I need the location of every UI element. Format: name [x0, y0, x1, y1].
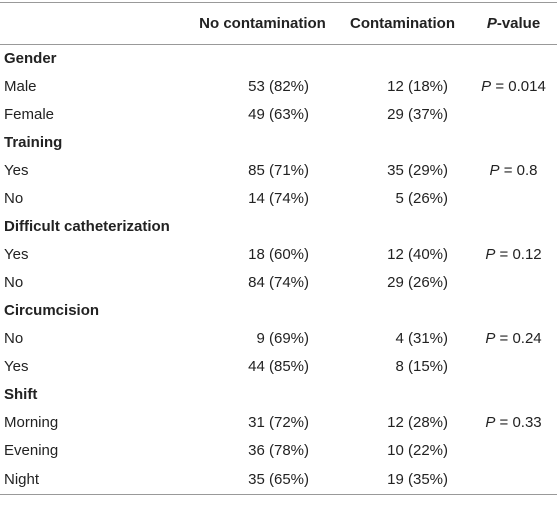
contamination-cell: 35 (29%): [387, 162, 448, 179]
no-contamination-cell: 49 (63%): [248, 106, 309, 123]
contamination-cell: 29 (26%): [387, 274, 448, 291]
column-header: P-value: [486, 15, 541, 32]
p-value-cell: [470, 437, 557, 465]
no-contamination-cell: 84 (74%): [248, 274, 309, 291]
group-row: Training: [0, 129, 557, 157]
group-row: Difficult catheterization: [0, 213, 557, 241]
data-row: No 9 (69%) 4 (31%) P = 0.24: [0, 325, 557, 353]
column-header: Contamination: [350, 15, 455, 32]
row-label: No: [4, 274, 24, 291]
data-row: Female 49 (63%) 29 (37%): [0, 101, 557, 129]
contamination-cell: 12 (18%): [387, 78, 448, 95]
group-row: Circumcision: [0, 297, 557, 325]
contamination-cell: 8 (15%): [395, 358, 448, 375]
row-label: No: [4, 330, 24, 347]
p-value-cell: P = 0.8: [489, 162, 538, 179]
p-value-cell: [470, 465, 557, 495]
row-label: Yes: [4, 162, 29, 179]
no-contamination-cell: 14 (74%): [248, 190, 309, 207]
contamination-cell: 12 (28%): [387, 414, 448, 431]
contamination-cell: 29 (37%): [387, 106, 448, 123]
no-contamination-cell: 44 (85%): [248, 358, 309, 375]
row-label: Yes: [4, 246, 29, 263]
data-row: Night 35 (65%) 19 (35%): [0, 465, 557, 495]
header-row: No contamination Contamination P-value: [0, 2, 557, 45]
contamination-cell: 5 (26%): [395, 190, 448, 207]
group-label: Difficult catheterization: [4, 218, 170, 235]
no-contamination-cell: 31 (72%): [248, 414, 309, 431]
row-label: Night: [4, 470, 40, 488]
group-label: Circumcision: [4, 302, 100, 319]
p-value-cell: P = 0.014: [481, 78, 546, 95]
column-header: No contamination: [199, 15, 326, 32]
group-row: Gender: [0, 45, 557, 73]
no-contamination-cell: 9 (69%): [256, 330, 309, 347]
data-row: Male 53 (82%) 12 (18%) P = 0.014: [0, 73, 557, 101]
data-row: No 14 (74%) 5 (26%): [0, 185, 557, 213]
data-row: Yes 44 (85%) 8 (15%): [0, 353, 557, 381]
row-label: No: [4, 190, 24, 207]
contamination-cell: 4 (31%): [395, 330, 448, 347]
p-value-cell: [470, 353, 557, 381]
table-header: No contamination Contamination P-value: [0, 2, 557, 45]
no-contamination-cell: 53 (82%): [248, 78, 309, 95]
group-row: Shift: [0, 381, 557, 409]
contamination-cell: 12 (40%): [387, 246, 448, 263]
row-label: Male: [4, 78, 37, 95]
p-value-cell: [470, 269, 557, 297]
contamination-cell: 19 (35%): [387, 470, 448, 488]
no-contamination-cell: 85 (71%): [248, 162, 309, 179]
p-value-cell: P = 0.33: [485, 414, 542, 431]
table-body: Gender Male 53 (82%) 12 (18%) P = 0.014 Femal…: [0, 45, 557, 495]
group-label: Shift: [4, 386, 38, 403]
p-value-cell: P = 0.24: [485, 330, 542, 347]
data-row: Yes 85 (71%) 35 (29%) P = 0.8: [0, 157, 557, 185]
data-row: No 84 (74%) 29 (26%): [0, 269, 557, 297]
group-label: Training: [4, 134, 63, 151]
group-label: Gender: [4, 50, 57, 68]
p-value-cell: [470, 101, 557, 129]
no-contamination-cell: 35 (65%): [248, 470, 309, 488]
contamination-cell: 10 (22%): [387, 442, 448, 459]
row-label: Evening: [4, 442, 59, 459]
corner-cell: [0, 3, 190, 45]
row-label: Female: [4, 106, 55, 123]
data-row: Evening 36 (78%) 10 (22%): [0, 437, 557, 465]
no-contamination-cell: 18 (60%): [248, 246, 309, 263]
p-value-cell: [470, 185, 557, 213]
p-value-cell: P = 0.12: [485, 246, 542, 263]
data-row: Morning 31 (72%) 12 (28%) P = 0.33: [0, 409, 557, 437]
row-label: Yes: [4, 358, 29, 375]
data-table: No contamination Contamination P-value Gen…: [0, 2, 557, 495]
no-contamination-cell: 36 (78%): [248, 442, 309, 459]
data-row: Yes 18 (60%) 12 (40%) P = 0.12: [0, 241, 557, 269]
row-label: Morning: [4, 414, 59, 431]
